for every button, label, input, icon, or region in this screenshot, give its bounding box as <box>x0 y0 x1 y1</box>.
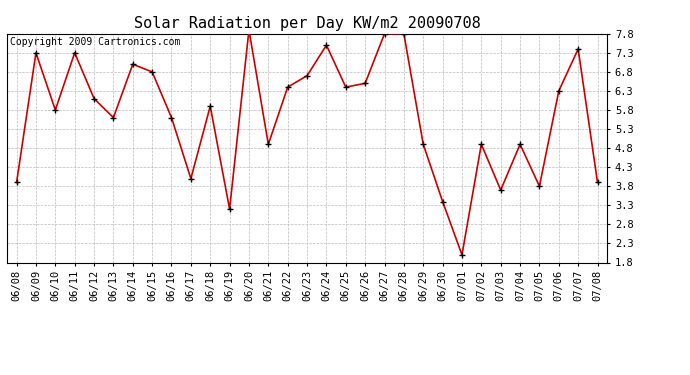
Text: Copyright 2009 Cartronics.com: Copyright 2009 Cartronics.com <box>10 37 180 47</box>
Title: Solar Radiation per Day KW/m2 20090708: Solar Radiation per Day KW/m2 20090708 <box>134 16 480 31</box>
